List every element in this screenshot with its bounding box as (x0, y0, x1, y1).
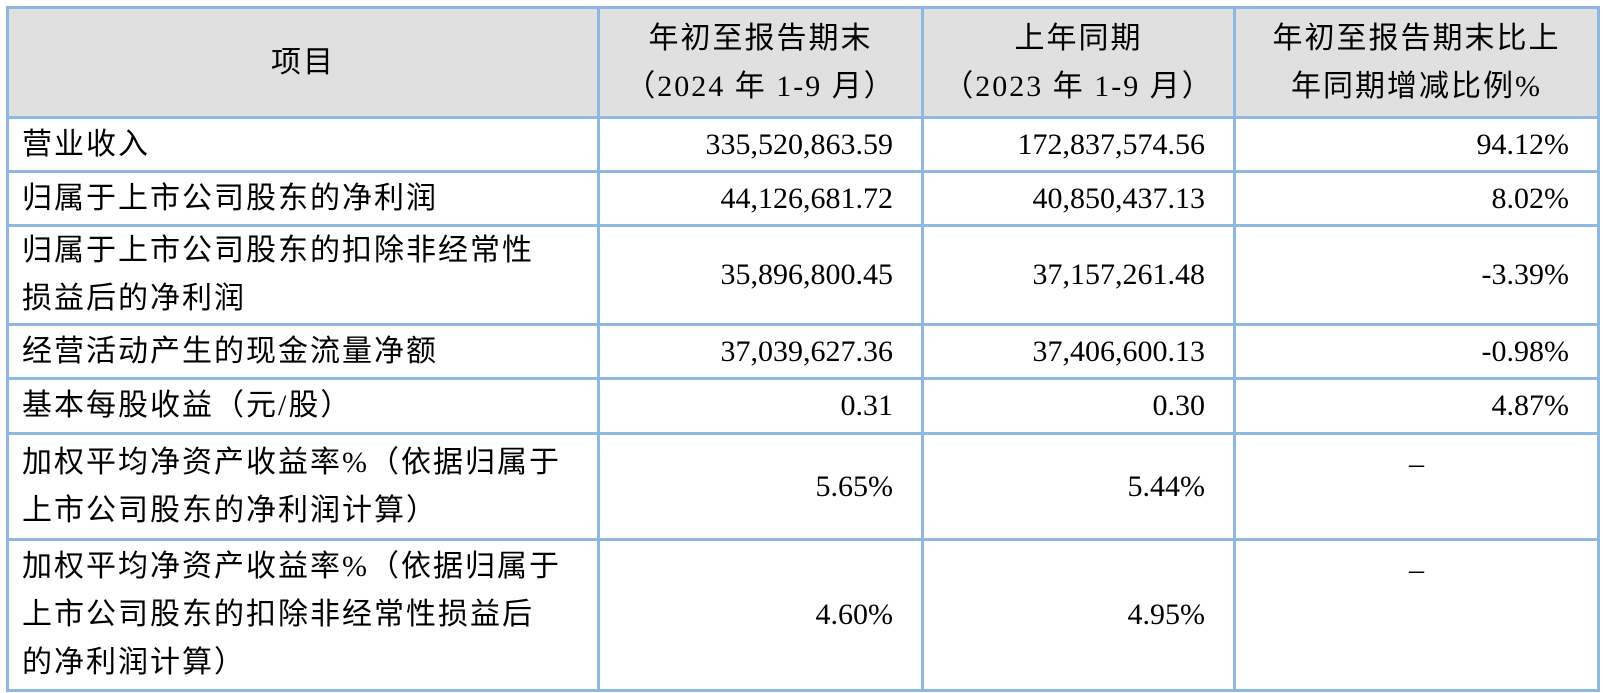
prior-period-value: 37,157,261.48 (921, 224, 1236, 326)
item-label: 归属于上市公司股东的扣除非经常性 损益后的净利润 (6, 224, 600, 326)
change-ratio-value: – (1233, 432, 1600, 541)
prior-period-value: 40,850,437.13 (921, 170, 1236, 227)
item-label: 营业收入 (6, 116, 600, 173)
table-row-net-profit: 归属于上市公司股东的净利润 44,126,681.72 40,850,437.1… (6, 170, 1600, 227)
table-header-row: 项目 年初至报告期末 （2024 年 1-9 月） 上年同期 （2023 年 1… (6, 6, 1600, 119)
table-row-net-profit-excl-nonrecurring: 归属于上市公司股东的扣除非经常性 损益后的净利润 35,896,800.45 3… (6, 224, 1600, 326)
prior-period-value: 5.44% (921, 432, 1236, 541)
table-row-weighted-avg-roe-excl-nonrecurring: 加权平均净资产收益率%（依据归属于 上市公司股东的扣除非经常性损益后 的净利润计… (6, 538, 1600, 692)
table-row-weighted-avg-roe: 加权平均净资产收益率%（依据归属于 上市公司股东的净利润计算） 5.65% 5.… (6, 432, 1600, 541)
current-period-value: 5.65% (597, 432, 924, 541)
column-header-current-period: 年初至报告期末 （2024 年 1-9 月） (597, 6, 924, 119)
table-row-operating-cash-flow: 经营活动产生的现金流量净额 37,039,627.36 37,406,600.1… (6, 323, 1600, 380)
column-header-item: 项目 (6, 6, 600, 119)
change-ratio-value: – (1233, 538, 1600, 692)
item-label: 基本每股收益（元/股） (6, 377, 600, 435)
table-row-basic-eps: 基本每股收益（元/股） 0.31 0.30 4.87% (6, 377, 1600, 435)
change-ratio-value: 94.12% (1233, 116, 1600, 173)
current-period-value: 335,520,863.59 (597, 116, 924, 173)
financial-summary-table: 项目 年初至报告期末 （2024 年 1-9 月） 上年同期 （2023 年 1… (6, 6, 1600, 692)
item-label: 加权平均净资产收益率%（依据归属于 上市公司股东的扣除非经常性损益后 的净利润计… (6, 538, 600, 692)
current-period-value: 37,039,627.36 (597, 323, 924, 380)
change-ratio-value: 8.02% (1233, 170, 1600, 227)
prior-period-value: 37,406,600.13 (921, 323, 1236, 380)
prior-period-value: 0.30 (921, 377, 1236, 435)
change-ratio-value: -3.39% (1233, 224, 1600, 326)
table-row-operating-revenue: 营业收入 335,520,863.59 172,837,574.56 94.12… (6, 116, 1600, 173)
prior-period-value: 4.95% (921, 538, 1236, 692)
item-label: 经营活动产生的现金流量净额 (6, 323, 600, 380)
column-header-prior-period: 上年同期 （2023 年 1-9 月） (921, 6, 1236, 119)
current-period-value: 44,126,681.72 (597, 170, 924, 227)
change-ratio-value: 4.87% (1233, 377, 1600, 435)
item-label: 归属于上市公司股东的净利润 (6, 170, 600, 227)
current-period-value: 4.60% (597, 538, 924, 692)
change-ratio-value: -0.98% (1233, 323, 1600, 380)
current-period-value: 35,896,800.45 (597, 224, 924, 326)
item-label: 加权平均净资产收益率%（依据归属于 上市公司股东的净利润计算） (6, 432, 600, 541)
current-period-value: 0.31 (597, 377, 924, 435)
column-header-change-ratio: 年初至报告期末比上 年同期增减比例% (1233, 6, 1600, 119)
prior-period-value: 172,837,574.56 (921, 116, 1236, 173)
